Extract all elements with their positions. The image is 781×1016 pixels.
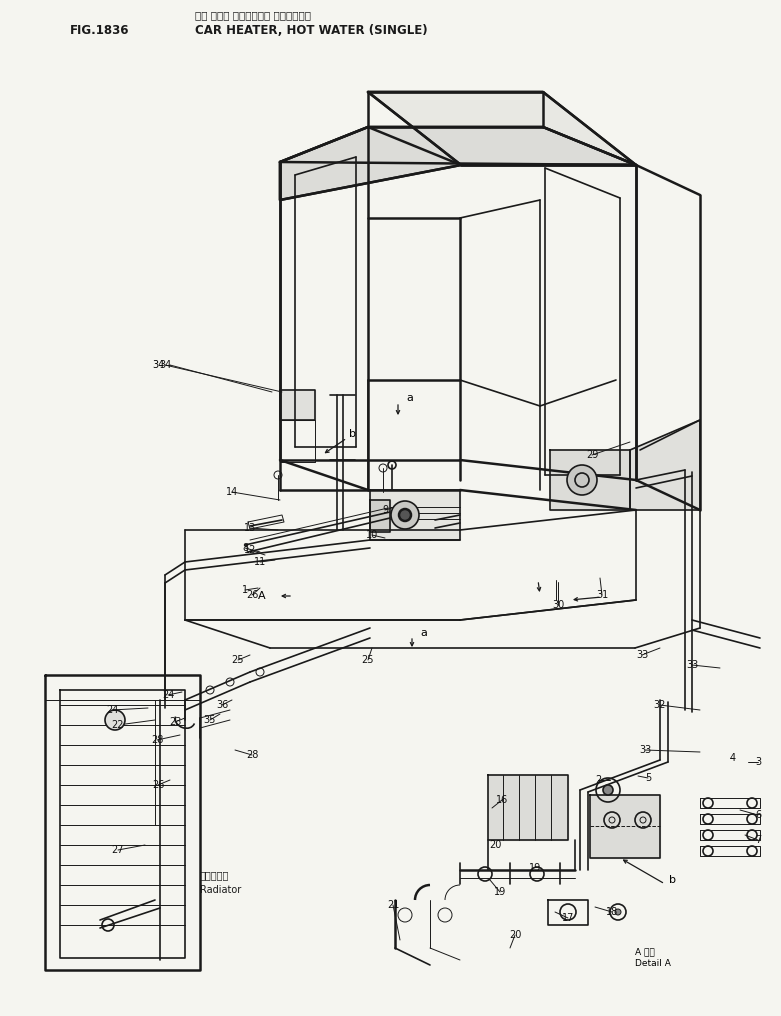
Circle shape (399, 509, 411, 521)
Text: 9: 9 (382, 505, 388, 515)
Circle shape (567, 465, 597, 495)
Text: 5: 5 (645, 773, 651, 783)
Text: 26: 26 (152, 780, 164, 790)
Text: 3: 3 (755, 757, 761, 767)
Text: 33: 33 (686, 660, 698, 670)
Polygon shape (280, 127, 636, 200)
Text: 14: 14 (226, 487, 238, 497)
Text: b: b (669, 875, 676, 885)
Text: 28: 28 (246, 750, 259, 760)
Circle shape (391, 501, 419, 529)
Text: b: b (350, 429, 356, 439)
Polygon shape (590, 795, 660, 858)
Text: 32: 32 (654, 700, 666, 710)
Circle shape (603, 785, 613, 795)
Text: 19: 19 (529, 863, 541, 873)
Text: 21: 21 (387, 900, 399, 910)
Text: 20: 20 (489, 840, 501, 850)
Text: Detail A: Detail A (635, 958, 671, 967)
Text: 36: 36 (216, 700, 228, 710)
Polygon shape (370, 490, 460, 539)
Text: 31: 31 (596, 590, 608, 600)
Text: 17: 17 (562, 913, 574, 923)
Text: 33: 33 (636, 650, 648, 660)
Text: 34: 34 (153, 360, 165, 370)
Text: A 拑大: A 拑大 (635, 948, 654, 956)
Text: 22: 22 (112, 720, 124, 731)
Text: 25: 25 (362, 655, 374, 665)
Text: ラジエータ: ラジエータ (200, 870, 230, 880)
Text: 27: 27 (112, 845, 124, 855)
Text: 12: 12 (244, 545, 256, 555)
Text: 25: 25 (232, 655, 244, 665)
Text: 34: 34 (159, 360, 171, 370)
Text: a: a (420, 628, 427, 638)
Text: 19: 19 (494, 887, 506, 897)
Text: FIG.1836: FIG.1836 (70, 23, 130, 37)
Text: 24: 24 (162, 690, 174, 700)
Text: カー ヒータ （オンスイ） （シングル）: カー ヒータ （オンスイ） （シングル） (195, 10, 311, 20)
Text: 18: 18 (606, 907, 618, 917)
Text: 30: 30 (552, 600, 564, 610)
Text: 8: 8 (242, 543, 248, 553)
Polygon shape (630, 420, 700, 510)
Text: 10: 10 (366, 530, 378, 539)
Text: 35: 35 (204, 715, 216, 725)
Text: 4: 4 (730, 753, 736, 763)
Text: 33: 33 (639, 745, 651, 755)
Text: 6: 6 (755, 810, 761, 820)
Polygon shape (280, 390, 315, 420)
Text: 26: 26 (246, 590, 259, 600)
Polygon shape (488, 775, 568, 840)
Text: 29: 29 (586, 450, 598, 460)
Text: 7: 7 (755, 835, 761, 845)
Circle shape (615, 909, 621, 915)
Polygon shape (550, 450, 630, 510)
Text: 23: 23 (169, 717, 181, 727)
Text: 24: 24 (105, 705, 118, 715)
Text: 20: 20 (508, 930, 521, 940)
Text: 16: 16 (496, 795, 508, 805)
Text: 2: 2 (595, 775, 601, 785)
Text: 1: 1 (242, 585, 248, 595)
Text: Radiator: Radiator (200, 885, 241, 895)
Polygon shape (370, 500, 390, 532)
Text: a: a (406, 393, 413, 403)
Text: A: A (259, 591, 266, 601)
Circle shape (105, 710, 125, 731)
Text: CAR HEATER, HOT WATER (SINGLE): CAR HEATER, HOT WATER (SINGLE) (195, 23, 428, 37)
Polygon shape (368, 92, 636, 165)
Text: 13: 13 (244, 523, 256, 533)
Text: 11: 11 (254, 557, 266, 567)
Text: 28: 28 (151, 735, 163, 745)
